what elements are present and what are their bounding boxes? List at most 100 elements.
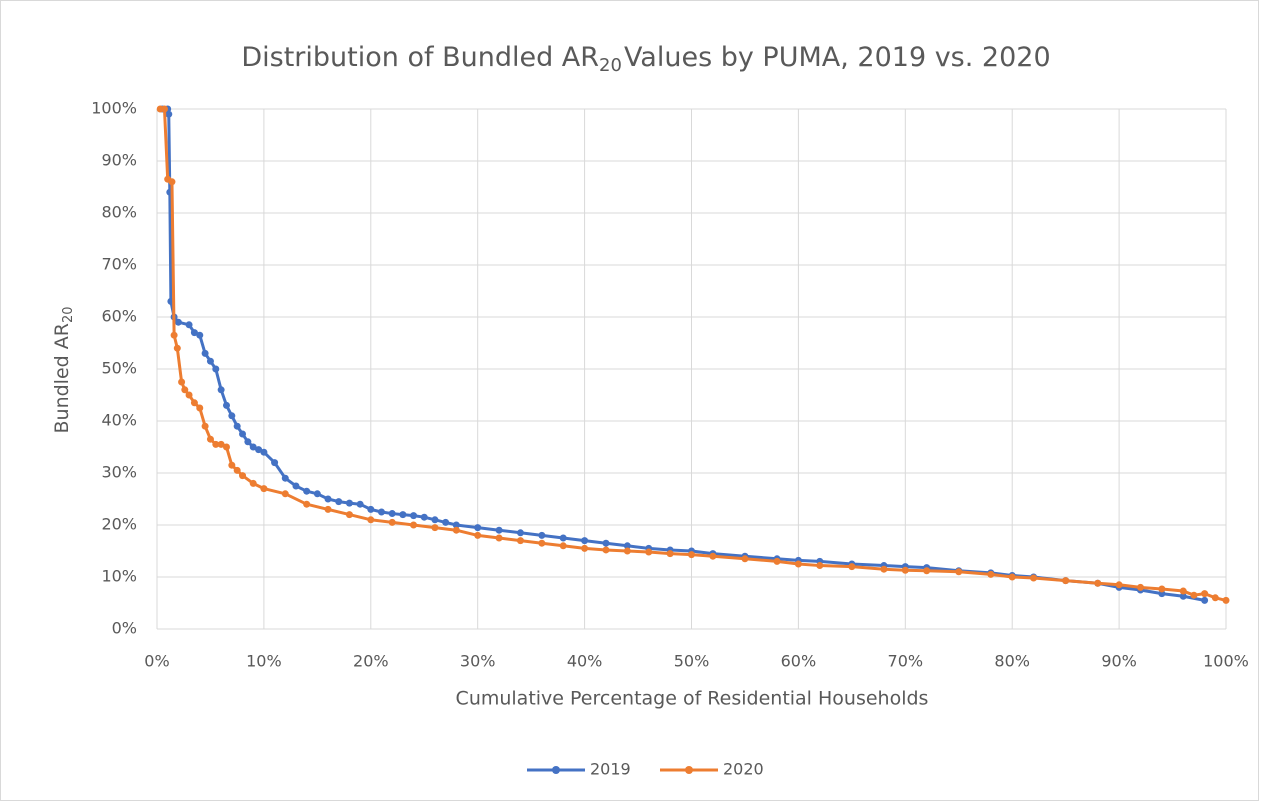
data-point — [388, 510, 396, 518]
data-point — [452, 521, 460, 529]
data-point — [602, 546, 610, 554]
data-point — [178, 378, 186, 386]
data-point — [1179, 587, 1187, 595]
data-point — [880, 565, 888, 573]
data-point — [495, 526, 503, 534]
legend-marker — [552, 766, 560, 774]
data-point — [1190, 591, 1198, 599]
y-label-subscript: 20 — [61, 307, 76, 324]
data-point — [410, 512, 418, 520]
data-point — [249, 443, 257, 451]
data-point — [495, 534, 503, 542]
data-point — [420, 513, 428, 521]
data-point — [773, 557, 781, 565]
data-point — [623, 547, 631, 555]
data-point — [165, 110, 173, 118]
title-subscript: 20 — [599, 55, 622, 76]
data-point — [174, 318, 182, 326]
data-point — [244, 438, 252, 446]
y-tick-label: 60% — [101, 307, 137, 326]
data-point — [217, 440, 225, 448]
x-tick-label: 20% — [353, 652, 389, 671]
data-point — [201, 349, 209, 357]
data-point — [260, 485, 268, 493]
x-tick-label: 90% — [1101, 652, 1137, 671]
data-point — [217, 386, 225, 394]
data-point — [955, 568, 963, 576]
y-tick-label: 30% — [101, 463, 137, 482]
y-tick-label: 10% — [101, 567, 137, 586]
data-point — [173, 344, 181, 352]
series-line — [160, 107, 1227, 602]
legend-item: 2020 — [660, 760, 764, 779]
data-point — [206, 435, 214, 443]
data-point — [222, 401, 230, 409]
y-tick-label: 40% — [101, 411, 137, 430]
data-point — [367, 505, 375, 513]
data-point — [1062, 577, 1070, 585]
data-point — [474, 531, 482, 539]
data-point — [185, 391, 193, 399]
data-point — [1222, 596, 1230, 604]
title-text: Distribution of Bundled AR — [241, 42, 599, 73]
data-point — [388, 518, 396, 526]
data-point — [1115, 581, 1123, 589]
x-tick-label: 30% — [460, 652, 496, 671]
x-tick-label: 60% — [781, 652, 817, 671]
data-point — [442, 518, 450, 526]
data-point — [1030, 574, 1038, 582]
data-point — [292, 482, 300, 490]
data-point — [452, 526, 460, 534]
data-point — [345, 511, 353, 519]
data-point — [212, 440, 220, 448]
data-point — [431, 524, 439, 532]
y-tick-label: 50% — [101, 359, 137, 378]
data-point — [1201, 590, 1209, 598]
data-point — [987, 570, 995, 578]
data-point — [538, 531, 546, 539]
data-point — [190, 329, 198, 337]
data-point — [271, 459, 279, 467]
data-point — [303, 487, 311, 495]
data-point — [581, 537, 589, 545]
data-point — [233, 422, 241, 430]
data-point — [185, 321, 193, 329]
data-point — [160, 105, 168, 113]
data-point — [345, 499, 353, 507]
y-tick-label: 100% — [91, 99, 137, 118]
data-point — [602, 539, 610, 547]
data-point — [324, 505, 332, 513]
data-point — [1094, 579, 1102, 587]
data-point — [168, 178, 176, 186]
data-point — [196, 404, 204, 412]
data-point — [581, 544, 589, 552]
data-point — [848, 563, 856, 571]
data-point — [559, 542, 567, 550]
x-tick-label: 70% — [888, 652, 924, 671]
data-point — [1179, 592, 1187, 600]
data-point — [239, 430, 247, 438]
data-point — [623, 542, 631, 550]
legend-item: 2019 — [527, 760, 631, 779]
data-point — [335, 498, 343, 506]
data-point — [741, 555, 749, 563]
data-point — [666, 550, 674, 558]
data-point — [901, 566, 909, 574]
data-point — [324, 495, 332, 503]
data-point — [233, 466, 241, 474]
data-point — [249, 479, 257, 487]
y-tick-label: 90% — [101, 151, 137, 170]
y-axis-label: Bundled AR20 — [51, 307, 76, 434]
data-point — [1008, 573, 1016, 581]
data-point — [516, 529, 524, 537]
data-point — [313, 490, 321, 498]
data-point — [170, 331, 178, 339]
x-axis-label: Cumulative Percentage of Residential Hou… — [456, 688, 929, 710]
data-point — [923, 567, 931, 575]
data-point — [1201, 596, 1209, 604]
x-tick-label: 10% — [246, 652, 282, 671]
data-point — [281, 474, 289, 482]
legend-label: 2019 — [590, 760, 631, 779]
